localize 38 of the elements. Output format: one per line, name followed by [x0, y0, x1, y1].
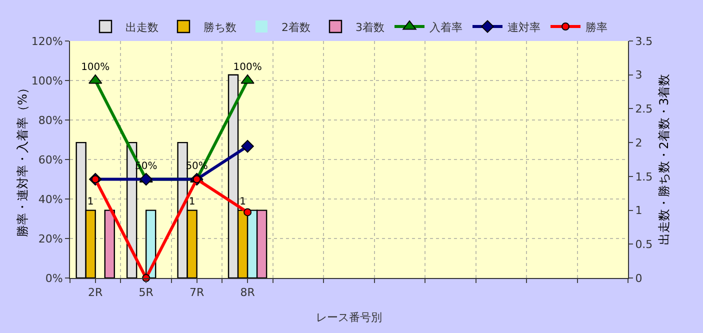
data-label: 100% — [233, 62, 262, 74]
y2-tick-label: 2 — [635, 136, 642, 150]
x-tick-label: 8R — [240, 286, 256, 300]
y-axis-title: 勝率・連対率・入着率（%） — [15, 82, 30, 238]
y2-tick-label: 3 — [635, 68, 642, 82]
data-label: 1 — [87, 196, 94, 208]
legend-label: 2着数 — [282, 20, 310, 34]
y2-tick-label: 1 — [635, 204, 642, 218]
y2-axis-title: 出走数・勝ち数・2着数・3着数 — [657, 74, 671, 246]
y-tick-label: 20% — [38, 232, 63, 246]
y2-tick-label: 0 — [635, 272, 642, 285]
data-label: 1 — [188, 196, 196, 208]
y2-tick-label: 3.5 — [635, 34, 653, 48]
x-tick-label: 2R — [88, 286, 104, 300]
x-tick-label: 5R — [138, 286, 154, 300]
data-label: 100% — [81, 62, 110, 74]
y-tick-label: 0% — [45, 272, 63, 285]
point — [140, 172, 152, 186]
y2-tick-label: 1.5 — [635, 170, 653, 184]
y-tick-label: 100% — [31, 74, 63, 88]
y-tick-label: 40% — [38, 192, 63, 206]
legend-label: 勝ち数 — [204, 20, 236, 34]
point — [241, 140, 254, 153]
y2-tick-label: 2.5 — [635, 102, 653, 116]
legend-label: 3着数 — [356, 20, 384, 34]
data-label: 1 — [240, 196, 246, 208]
bar — [104, 210, 115, 278]
legend-label: 出走数 — [126, 20, 158, 34]
y2-tick-label: 0.5 — [635, 238, 653, 251]
point — [244, 208, 252, 216]
y-tick-label: 80% — [38, 114, 63, 127]
legend-label: 入着率 — [430, 20, 462, 34]
x-tick-label: 7R — [189, 286, 204, 300]
legend-label: 勝率 — [586, 20, 608, 34]
legend-label: 連対率 — [508, 20, 540, 34]
y-tick-label: 60% — [38, 153, 63, 166]
x-axis-title: レース番号別 — [316, 311, 382, 324]
y-tick-label: 120% — [31, 34, 63, 48]
